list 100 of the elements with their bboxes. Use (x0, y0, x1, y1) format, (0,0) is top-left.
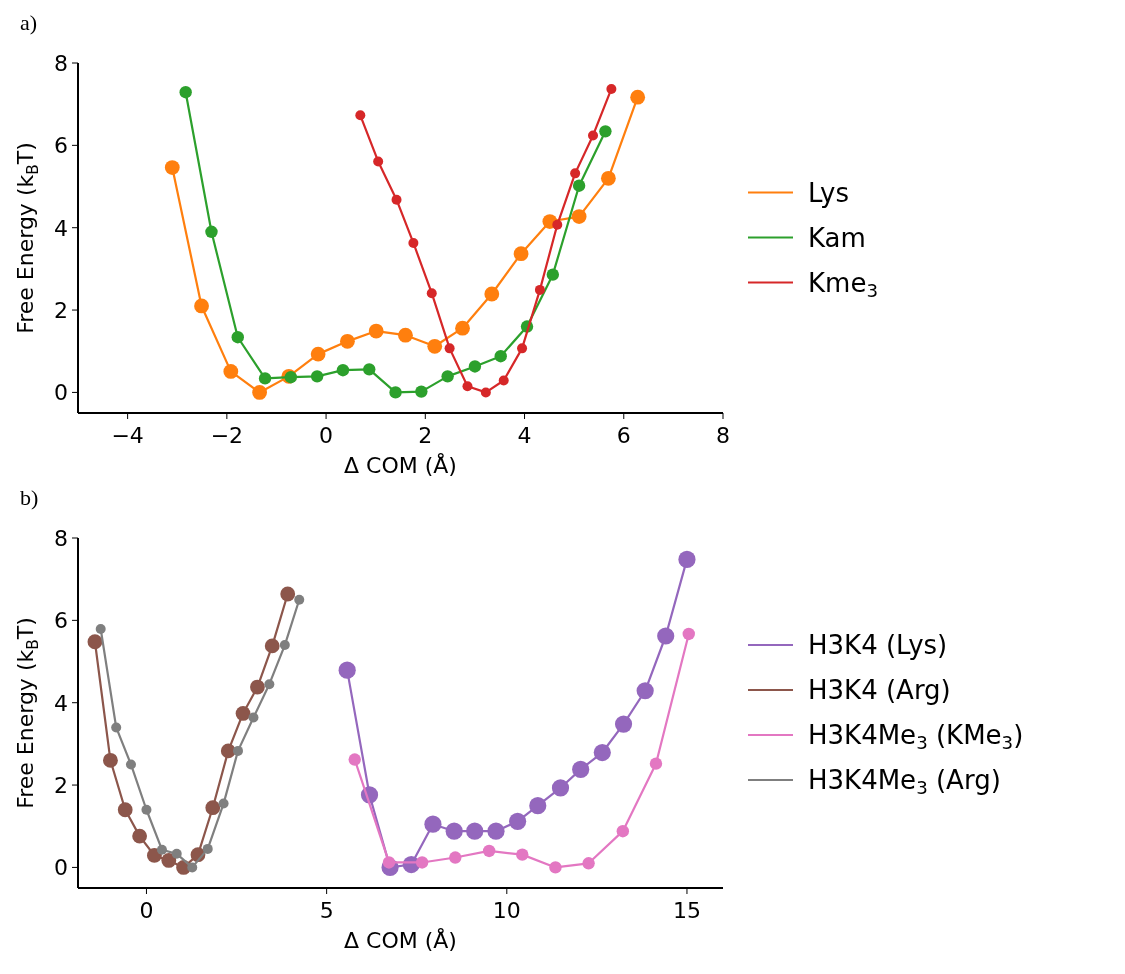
y-tick-label: 8 (54, 526, 68, 551)
x-tick-label: 15 (672, 898, 701, 923)
point (194, 298, 209, 314)
chart-title: a) (20, 10, 38, 35)
legend-label: H3K4 (Arg) (808, 675, 951, 705)
point (455, 320, 470, 336)
point (636, 682, 654, 700)
y-tick-label: 8 (54, 51, 68, 76)
x-tick-label: 6 (616, 423, 631, 448)
x-tick-label: 0 (139, 898, 154, 923)
point (235, 706, 251, 721)
point (398, 327, 413, 343)
point (599, 125, 612, 138)
point (408, 237, 419, 248)
point (250, 679, 265, 695)
x-tick-label: −4 (111, 423, 144, 448)
point (187, 862, 198, 873)
point (482, 844, 496, 858)
point (614, 715, 633, 733)
point (340, 333, 355, 349)
x-tick-label: 0 (319, 423, 334, 448)
point (146, 848, 162, 863)
point (529, 797, 547, 815)
x-tick-label: 4 (517, 423, 532, 448)
point (509, 812, 527, 830)
point (164, 160, 180, 175)
point (111, 722, 122, 733)
point (649, 757, 663, 770)
point (441, 370, 454, 383)
x-tick-label: 8 (716, 423, 730, 448)
point (103, 752, 118, 768)
point (600, 170, 616, 186)
point (264, 638, 280, 654)
point (480, 387, 491, 398)
point (427, 338, 443, 354)
point (426, 288, 437, 299)
point (513, 246, 529, 262)
point (678, 550, 696, 569)
point (279, 640, 290, 651)
chart-title: b) (20, 485, 39, 510)
point (338, 661, 356, 679)
point (391, 194, 402, 205)
point (572, 760, 590, 779)
point (171, 848, 182, 859)
point (415, 385, 428, 398)
point (223, 364, 239, 379)
y-tick-label: 0 (54, 380, 68, 406)
point (570, 168, 581, 179)
point (156, 844, 167, 855)
x-tick-label: 2 (418, 423, 433, 448)
point (382, 856, 396, 869)
legend-label: H3K4Me$_{3}$ (Arg) (808, 765, 1001, 799)
point (280, 586, 296, 602)
point (445, 822, 463, 840)
point (363, 363, 376, 376)
point (117, 802, 133, 818)
point (95, 624, 106, 634)
point (444, 343, 455, 354)
point (588, 130, 599, 141)
point (546, 268, 560, 281)
y-tick-label: 2 (54, 298, 68, 324)
point (616, 824, 630, 838)
point (232, 745, 243, 756)
point (355, 110, 366, 121)
point (231, 331, 244, 344)
point (534, 284, 545, 295)
point (593, 743, 611, 762)
y-tick-label: 6 (54, 608, 68, 634)
legend-label: H3K4Me$_{3}$ (KMe$_{3}$) (808, 720, 1024, 754)
point (552, 219, 563, 230)
point (498, 375, 509, 386)
point (310, 370, 324, 383)
point (462, 381, 473, 392)
point (389, 386, 402, 399)
x-tick-label: 10 (492, 898, 521, 923)
point (264, 679, 275, 690)
y-tick-label: 4 (54, 215, 68, 241)
legend-label: H3K4 (Lys) (808, 630, 948, 660)
point (657, 627, 675, 645)
point (220, 743, 236, 759)
x-tick-label: 5 (319, 898, 334, 923)
point (161, 853, 177, 868)
x-axis-title: Δ COM (Å) (344, 927, 457, 953)
legend-label: Kme$_{3}$ (808, 267, 878, 301)
point (205, 225, 218, 239)
point (494, 349, 507, 363)
point (141, 804, 152, 815)
point (572, 179, 586, 192)
legend-label: Kam (808, 222, 866, 253)
point (484, 286, 500, 302)
point (132, 828, 148, 844)
point (258, 372, 272, 385)
point (252, 385, 267, 400)
point (415, 856, 429, 869)
point (606, 83, 617, 94)
point (336, 363, 350, 377)
point (630, 89, 646, 105)
point (87, 634, 103, 650)
point (248, 712, 259, 723)
point (571, 209, 587, 224)
